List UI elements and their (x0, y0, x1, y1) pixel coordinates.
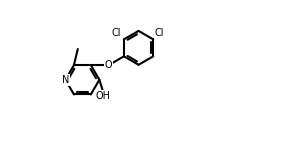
Text: Cl: Cl (155, 28, 164, 38)
Text: OH: OH (95, 91, 110, 101)
Text: N: N (62, 75, 69, 85)
Text: Cl: Cl (112, 28, 121, 38)
Text: O: O (105, 60, 112, 70)
